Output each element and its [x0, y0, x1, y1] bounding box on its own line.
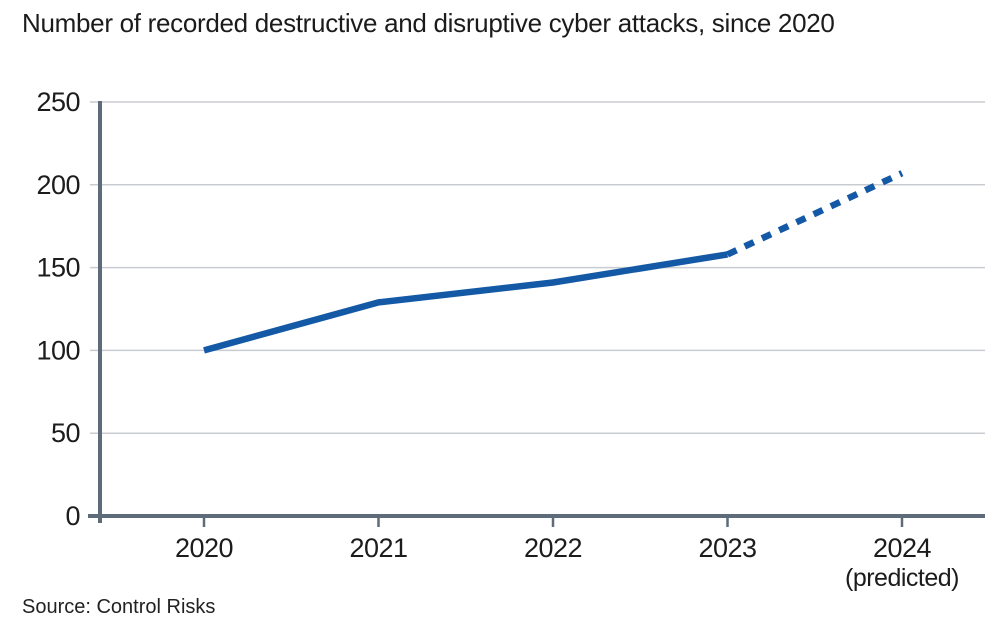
- y-tick-label: 100: [36, 335, 80, 365]
- y-tick-label: 50: [51, 418, 80, 448]
- series-recorded-line: [203, 251, 729, 354]
- y-tick-label: 200: [36, 170, 80, 200]
- x-tick-label: 2024: [873, 533, 932, 563]
- series-predicted-line: [726, 170, 904, 258]
- source-note: Source: Control Risks: [22, 596, 216, 618]
- chart-title: Number of recorded destructive and disru…: [22, 8, 835, 38]
- x-tick-label: 2023: [698, 533, 756, 563]
- y-tick-label: 250: [36, 87, 80, 117]
- x-tick-label: 2020: [175, 533, 233, 563]
- y-tick-label: 150: [36, 253, 80, 283]
- x-tick-label: 2021: [349, 533, 407, 563]
- y-tick-label: 0: [65, 501, 80, 531]
- x-tick-sublabel: (predicted): [845, 564, 959, 592]
- x-tick-label: 2022: [524, 533, 582, 563]
